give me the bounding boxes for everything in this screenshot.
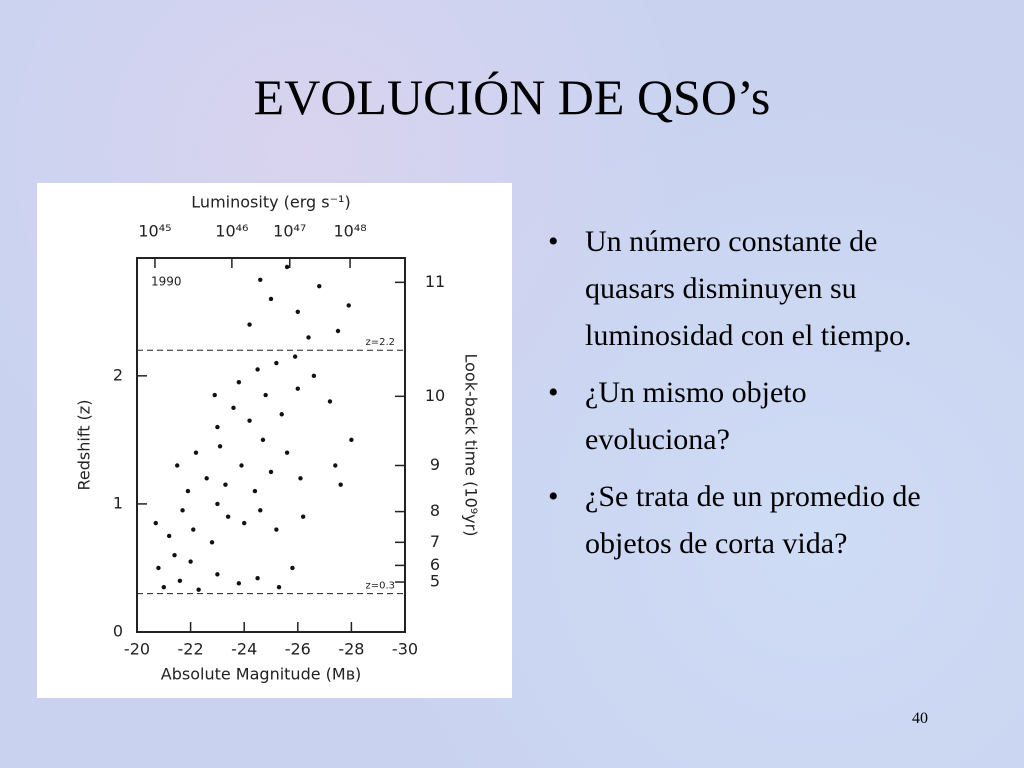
reference-label: z=0.3 xyxy=(365,581,395,592)
point xyxy=(333,463,338,468)
x-tick-label: -30 xyxy=(392,640,418,659)
point xyxy=(317,283,322,289)
right-tick-label: 5 xyxy=(430,572,440,591)
right-tick-label: 10 xyxy=(425,386,445,405)
point xyxy=(298,476,303,481)
annotation: 1990 xyxy=(151,275,182,289)
top-tick-label: 10⁴⁵ xyxy=(138,222,171,241)
point xyxy=(236,380,242,385)
top-tick-label: 10⁴⁸ xyxy=(333,222,366,241)
point xyxy=(225,514,231,519)
point xyxy=(260,437,266,443)
point xyxy=(327,399,333,404)
point xyxy=(191,527,196,532)
point xyxy=(153,520,158,526)
point xyxy=(175,463,180,468)
point xyxy=(279,412,284,417)
top-tick-label: 10⁴⁷ xyxy=(273,222,306,241)
page-number: 40 xyxy=(912,710,928,727)
top-axis-label: Luminosity (erg s⁻¹) xyxy=(191,193,350,212)
point xyxy=(284,450,290,455)
right-tick-label: 11 xyxy=(425,272,445,291)
slide-title: EVOLUCIÓN DE QSO’s xyxy=(253,69,771,125)
point xyxy=(349,437,354,443)
point xyxy=(276,584,282,590)
x-tick-label: -22 xyxy=(178,640,204,659)
point xyxy=(156,565,161,571)
point xyxy=(263,392,268,398)
point xyxy=(290,565,295,571)
right-tick-label: 6 xyxy=(430,555,440,574)
top-tick-label: 10⁴⁶ xyxy=(215,222,248,241)
x-tick-label: -26 xyxy=(285,640,311,659)
point xyxy=(172,552,177,558)
figure: -20 -22 -24 -26 -28 -30 0 1 2 10⁴⁵ 10⁴⁶ 10⁴⁷ 10⁴⁸ Lum… xyxy=(37,183,512,698)
point xyxy=(300,514,306,519)
point xyxy=(292,354,298,359)
point xyxy=(215,572,220,577)
point xyxy=(188,559,193,564)
point xyxy=(274,360,279,366)
y-tick-label: 2 xyxy=(113,365,123,384)
point xyxy=(236,581,242,586)
point xyxy=(177,578,183,583)
point xyxy=(166,533,172,539)
point xyxy=(274,527,279,532)
right-axis-label: Look-back time (10⁹yr) xyxy=(462,354,481,537)
right-tick-label: 9 xyxy=(430,455,440,474)
point xyxy=(161,584,166,590)
right-tick-label: 8 xyxy=(430,501,440,520)
point xyxy=(193,450,199,455)
bullet: ¿Un mismo objeto evoluciona? xyxy=(548,369,948,463)
point xyxy=(255,367,260,372)
point xyxy=(215,501,220,507)
point xyxy=(196,587,201,592)
figure-background xyxy=(37,183,512,698)
point xyxy=(223,482,228,487)
y-tick-label: 1 xyxy=(113,493,123,512)
point xyxy=(284,264,290,270)
point xyxy=(247,322,252,327)
reference-label: z=2.2 xyxy=(365,337,395,348)
plot-frame xyxy=(136,257,406,633)
x-tick-label: -24 xyxy=(231,640,257,659)
point xyxy=(258,508,263,513)
x-tick-label: -20 xyxy=(124,640,150,659)
point xyxy=(212,392,217,398)
bullet-list: Un número constante de quasars disminuye… xyxy=(548,218,948,577)
y-axis-label: Redshift (z) xyxy=(75,400,94,491)
point xyxy=(247,418,252,423)
point xyxy=(338,482,343,487)
point xyxy=(295,386,300,391)
point xyxy=(252,488,258,494)
point xyxy=(258,277,263,282)
point xyxy=(239,463,244,468)
bullet: Un número constante de quasars disminuye… xyxy=(548,218,948,359)
x-axis-label: Absolute Magnitude (Mʙ) xyxy=(161,665,361,684)
point xyxy=(306,335,311,340)
point xyxy=(231,405,236,411)
point xyxy=(204,476,209,481)
point xyxy=(311,373,317,379)
point xyxy=(255,576,260,581)
point xyxy=(268,469,274,475)
point xyxy=(215,424,220,430)
right-tick-label: 7 xyxy=(430,532,440,551)
point xyxy=(335,328,341,334)
point xyxy=(217,444,223,449)
x-tick-label: -28 xyxy=(338,640,364,659)
point xyxy=(268,296,274,302)
point xyxy=(185,488,191,494)
point xyxy=(295,309,300,314)
y-tick-label: 0 xyxy=(113,622,123,641)
point xyxy=(346,303,351,308)
point xyxy=(242,520,247,526)
point xyxy=(209,540,215,545)
bullet: ¿Se trata de un promedio de objetos de c… xyxy=(548,473,948,567)
point xyxy=(180,508,185,513)
